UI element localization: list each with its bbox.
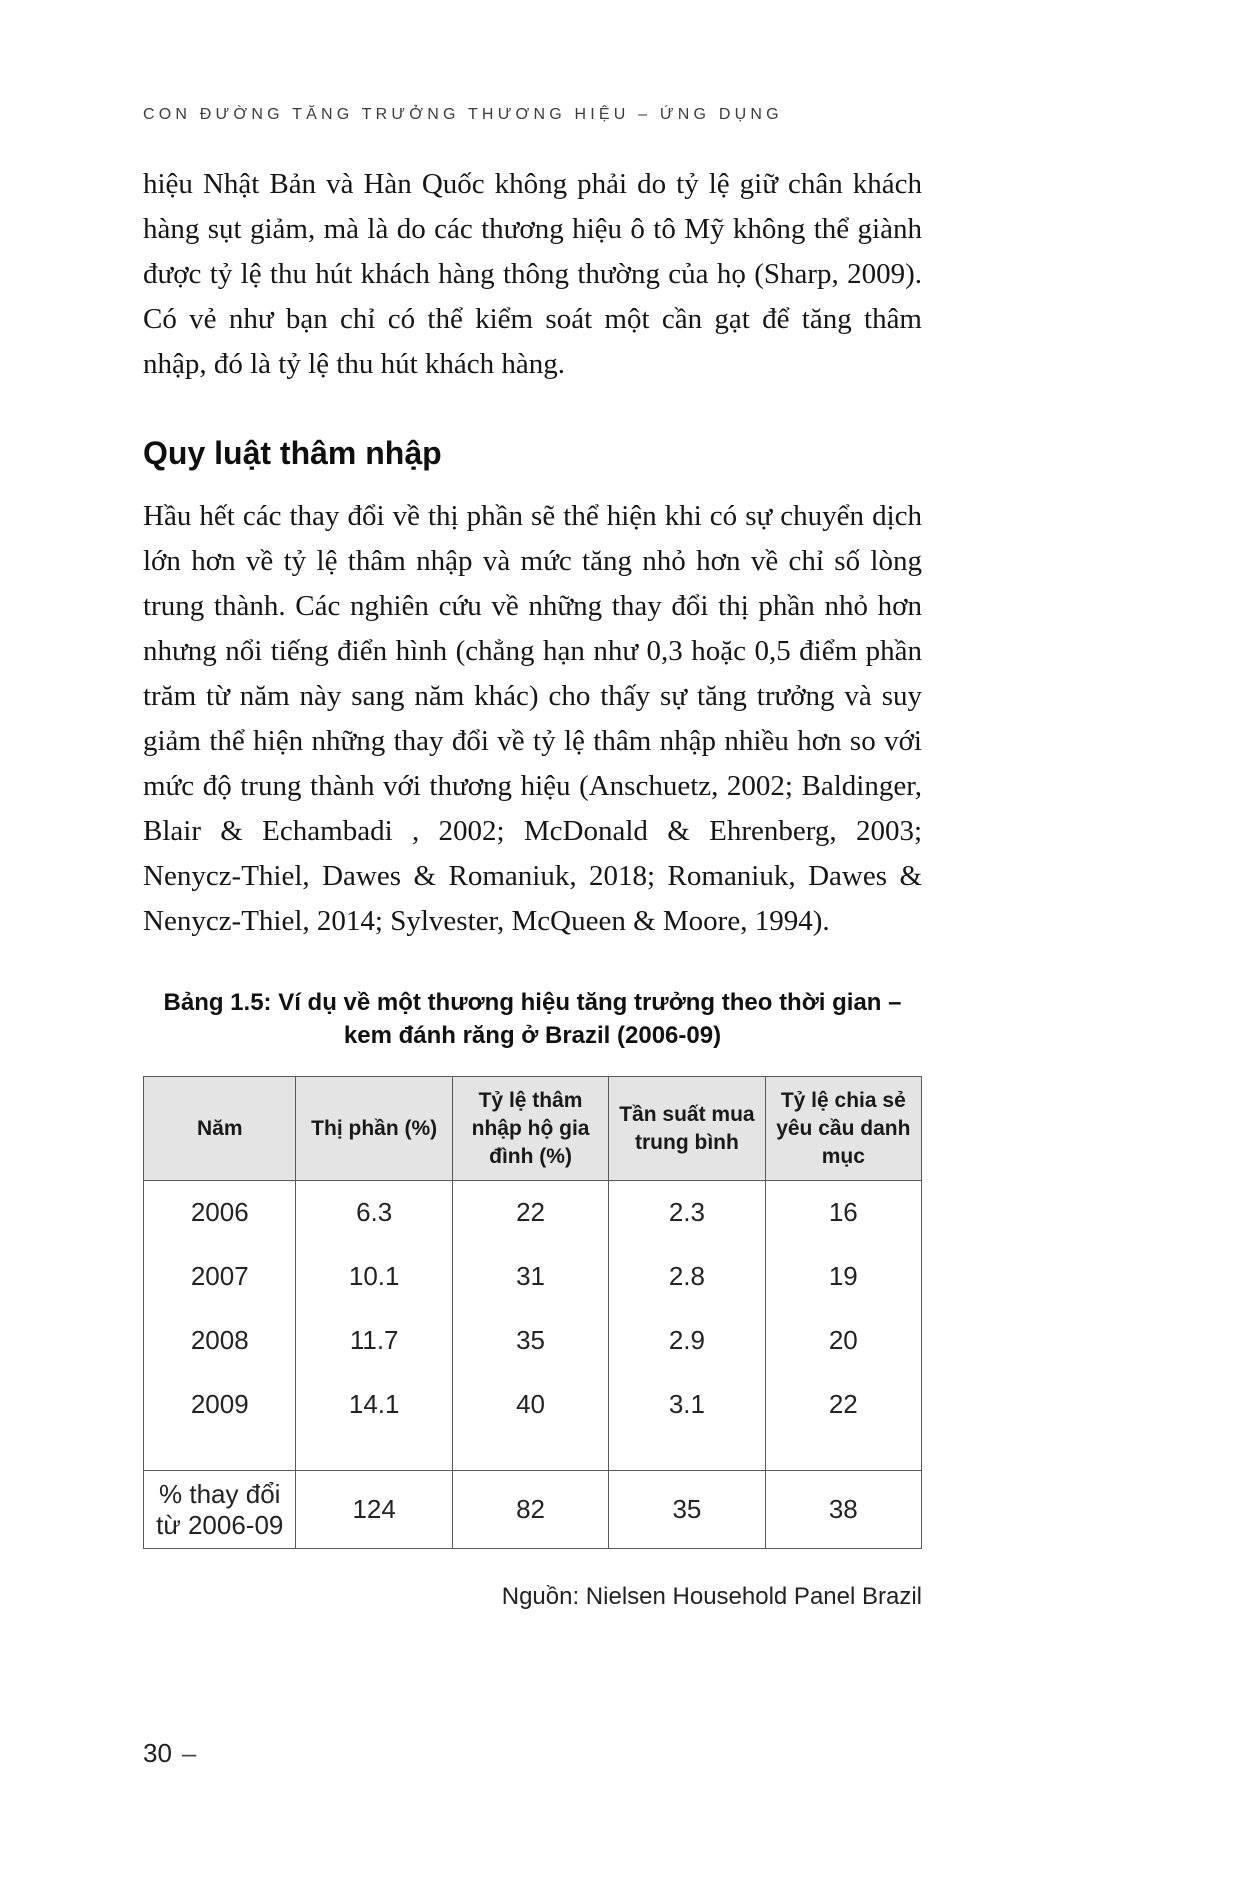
table-caption: Bảng 1.5: Ví dụ về một thương hiệu tăng … bbox=[143, 986, 922, 1052]
cell-market-share: 11.7 bbox=[295, 1308, 453, 1373]
cell-purchase-frequency: 2.3 bbox=[608, 1180, 766, 1245]
cell-year: 2008 bbox=[142, 1308, 297, 1373]
cell-summary-label: % thay đổi từ 2006-09 bbox=[142, 1470, 297, 1549]
table-header-market-share: Thị phần (%) bbox=[295, 1076, 453, 1181]
table-row: 2008 11.7 35 2.9 20 bbox=[142, 1308, 923, 1373]
table-header-penetration: Tỷ lệ thâm nhập hộ gia đình (%) bbox=[451, 1076, 610, 1181]
cell-purchase-frequency: 2.9 bbox=[608, 1308, 766, 1373]
table-header-year: Năm bbox=[142, 1076, 297, 1181]
cell-summary-share-of-requirements: 38 bbox=[764, 1470, 923, 1549]
table-header-purchase-frequency: Tần suất mua trung bình bbox=[608, 1076, 766, 1181]
table-row: 2007 10.1 31 2.8 19 bbox=[142, 1244, 923, 1309]
cell-penetration: 35 bbox=[451, 1308, 610, 1373]
cell-market-share: 14.1 bbox=[295, 1372, 453, 1471]
cell-summary-market-share: 124 bbox=[295, 1470, 453, 1549]
table-row: 2006 6.3 22 2.3 16 bbox=[142, 1180, 923, 1245]
table-header-share-of-requirements: Tỷ lệ chia sẻ yêu cầu danh mục bbox=[764, 1076, 923, 1181]
table-summary-row: % thay đổi từ 2006-09 124 82 35 38 bbox=[142, 1470, 923, 1549]
cell-share-of-requirements: 19 bbox=[764, 1244, 923, 1309]
running-head: CON ĐƯỜNG TĂNG TRƯỞNG THƯƠNG HIỆU – ỨNG … bbox=[143, 106, 783, 123]
cell-year: 2009 bbox=[142, 1372, 297, 1471]
page-number-value: 30 bbox=[143, 1738, 172, 1768]
cell-summary-purchase-frequency: 35 bbox=[608, 1470, 766, 1549]
cell-purchase-frequency: 3.1 bbox=[608, 1372, 766, 1471]
cell-year: 2007 bbox=[142, 1244, 297, 1309]
paragraph-section-body: Hầu hết các thay đổi về thị phần sẽ thể … bbox=[143, 500, 922, 937]
cell-share-of-requirements: 22 bbox=[764, 1372, 923, 1471]
cell-penetration: 22 bbox=[451, 1180, 610, 1245]
table-caption-line-1: Bảng 1.5: Ví dụ về một thương hiệu tăng … bbox=[163, 989, 902, 1016]
section-heading: Quy luật thâm nhập bbox=[143, 435, 442, 471]
cell-share-of-requirements: 20 bbox=[764, 1308, 923, 1373]
cell-market-share: 6.3 bbox=[295, 1180, 453, 1245]
table-header-row: Năm Thị phần (%) Tỷ lệ thâm nhập hộ gia … bbox=[142, 1076, 923, 1181]
cell-year: 2006 bbox=[142, 1180, 297, 1245]
cell-share-of-requirements: 16 bbox=[764, 1180, 923, 1245]
page-number: 30– bbox=[143, 1738, 196, 1769]
brand-growth-table: Năm Thị phần (%) Tỷ lệ thâm nhập hộ gia … bbox=[142, 1076, 923, 1549]
cell-penetration: 31 bbox=[451, 1244, 610, 1309]
table-row: 2009 14.1 40 3.1 22 bbox=[142, 1372, 923, 1471]
table-source: Nguồn: Nielsen Household Panel Brazil bbox=[501, 1583, 922, 1610]
cell-summary-penetration: 82 bbox=[451, 1470, 610, 1549]
book-page: CON ĐƯỜNG TĂNG TRƯỞNG THƯƠNG HIỆU – ỨNG … bbox=[142, 0, 923, 1611]
cell-penetration: 40 bbox=[451, 1372, 610, 1471]
cell-purchase-frequency: 2.8 bbox=[608, 1244, 766, 1309]
table-caption-line-2: kem đánh răng ở Brazil (2006-09) bbox=[343, 1022, 722, 1049]
cell-market-share: 10.1 bbox=[295, 1244, 453, 1309]
page-number-dash: – bbox=[181, 1738, 197, 1768]
paragraph-intro: hiệu Nhật Bản và Hàn Quốc không phải do … bbox=[143, 168, 922, 380]
